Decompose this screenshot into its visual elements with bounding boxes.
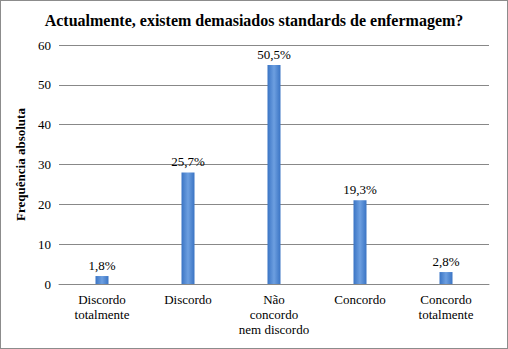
svg-text:1,8%: 1,8%	[88, 258, 115, 273]
svg-text:10: 10	[38, 237, 51, 252]
svg-text:Actualmente, existem demasiado: Actualmente, existem demasiados standard…	[45, 12, 464, 30]
svg-text:19,3%: 19,3%	[343, 182, 377, 197]
svg-text:50,5%: 50,5%	[257, 47, 291, 62]
svg-text:Frequência absoluta: Frequência absoluta	[13, 108, 28, 221]
svg-text:50: 50	[38, 77, 51, 92]
svg-text:2,8%: 2,8%	[432, 254, 459, 269]
svg-text:20: 20	[38, 197, 51, 212]
svg-text:30: 30	[38, 157, 51, 172]
svg-text:60: 60	[38, 38, 51, 53]
svg-text:totalmente: totalmente	[419, 307, 474, 322]
svg-text:nem discordo: nem discordo	[239, 322, 309, 337]
svg-text:Discordo: Discordo	[78, 292, 126, 307]
svg-text:Concordo: Concordo	[420, 292, 471, 307]
svg-text:0: 0	[45, 277, 52, 292]
svg-text:concordo: concordo	[250, 307, 298, 322]
svg-text:Discordo: Discordo	[164, 292, 212, 307]
svg-text:Concordo: Concordo	[334, 292, 385, 307]
svg-text:totalmente: totalmente	[75, 307, 130, 322]
svg-text:25,7%: 25,7%	[171, 154, 205, 169]
svg-text:40: 40	[38, 117, 51, 132]
svg-text:Não: Não	[263, 292, 285, 307]
